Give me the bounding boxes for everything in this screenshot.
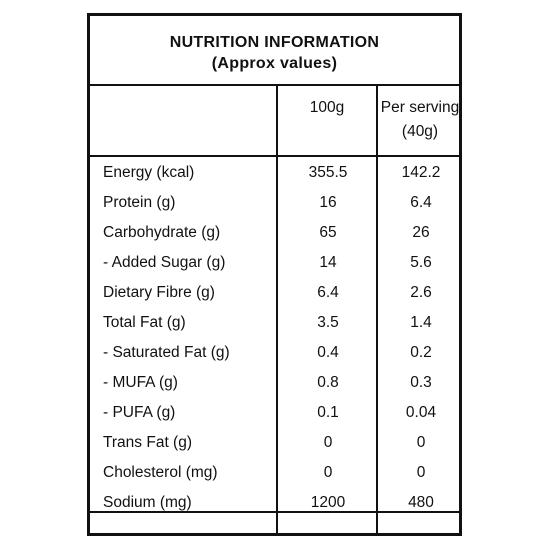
table-row: - PUFA (g) 0.1 0.04	[90, 398, 459, 428]
value-per-100g: 355.5	[308, 164, 348, 181]
table-title: NUTRITION INFORMATION (Approx values)	[90, 32, 459, 74]
column-header-100g: 100g	[309, 99, 345, 116]
value-per-serving: 0.2	[410, 344, 432, 361]
header-divider	[90, 155, 459, 157]
value-per-100g: 0	[323, 464, 333, 481]
nutrient-label: - Saturated Fat (g)	[103, 344, 230, 361]
nutrient-label: Total Fat (g)	[103, 314, 186, 331]
value-per-serving: 1.4	[410, 314, 432, 331]
title-sub: (Approx values)	[211, 55, 338, 72]
table-row: Total Fat (g) 3.5 1.4	[90, 308, 459, 338]
table-row: Protein (g) 16 6.4	[90, 188, 459, 218]
value-per-100g: 3.5	[317, 314, 339, 331]
value-per-serving: 0.3	[410, 374, 432, 391]
table-row: Energy (kcal) 355.5 142.2	[90, 158, 459, 188]
value-per-serving: 6.4	[410, 194, 432, 211]
value-per-100g: 1200	[310, 494, 346, 511]
value-per-serving: 26	[412, 224, 430, 241]
nutrient-label: Sodium (mg)	[103, 494, 192, 511]
column-divider-1	[276, 85, 278, 536]
nutrient-label: Trans Fat (g)	[103, 434, 192, 451]
value-per-serving: 142.2	[401, 164, 441, 181]
per-serving-label: Per serving	[380, 99, 460, 116]
table-row: Cholesterol (mg) 0 0	[90, 458, 459, 488]
column-divider-2	[376, 85, 378, 536]
title-main: NUTRITION INFORMATION	[169, 34, 380, 51]
nutrient-label: Carbohydrate (g)	[103, 224, 221, 241]
serving-size-label: (40g)	[401, 123, 439, 140]
value-per-100g: 0	[323, 434, 333, 451]
value-per-serving: 0	[416, 434, 426, 451]
table-row: - Added Sugar (g) 14 5.6	[90, 248, 459, 278]
footer-divider	[90, 511, 459, 513]
title-divider	[90, 84, 459, 86]
value-per-serving: 5.6	[410, 254, 432, 271]
nutrient-label: - MUFA (g)	[103, 374, 178, 391]
column-header-per-serving: Per serving (40g)	[378, 96, 462, 144]
table-row: - MUFA (g) 0.8 0.3	[90, 368, 459, 398]
value-per-100g: 0.4	[317, 344, 339, 361]
value-per-100g: 6.4	[317, 284, 339, 301]
value-per-100g: 16	[319, 194, 337, 211]
table-row: Carbohydrate (g) 65 26	[90, 218, 459, 248]
nutrient-label: Energy (kcal)	[103, 164, 195, 181]
value-per-serving: 2.6	[410, 284, 432, 301]
nutrient-label: Dietary Fibre (g)	[103, 284, 215, 301]
value-per-serving: 0	[416, 464, 426, 481]
nutrition-table: NUTRITION INFORMATION (Approx values) 10…	[87, 13, 462, 536]
table-row: Dietary Fibre (g) 6.4 2.6	[90, 278, 459, 308]
nutrient-label: - Added Sugar (g)	[103, 254, 226, 271]
value-per-100g: 14	[319, 254, 337, 271]
nutrient-label: Protein (g)	[103, 194, 176, 211]
table-row: - Saturated Fat (g) 0.4 0.2	[90, 338, 459, 368]
value-per-serving: 480	[408, 494, 434, 511]
nutrient-label: - PUFA (g)	[103, 404, 176, 421]
table-row: Trans Fat (g) 0 0	[90, 428, 459, 458]
value-per-100g: 0.1	[317, 404, 339, 421]
value-per-serving: 0.04	[405, 404, 437, 421]
table-row: Sodium (mg) 1200 480	[90, 488, 459, 518]
nutrient-label: Cholesterol (mg)	[103, 464, 218, 481]
value-per-100g: 65	[319, 224, 337, 241]
value-per-100g: 0.8	[317, 374, 339, 391]
